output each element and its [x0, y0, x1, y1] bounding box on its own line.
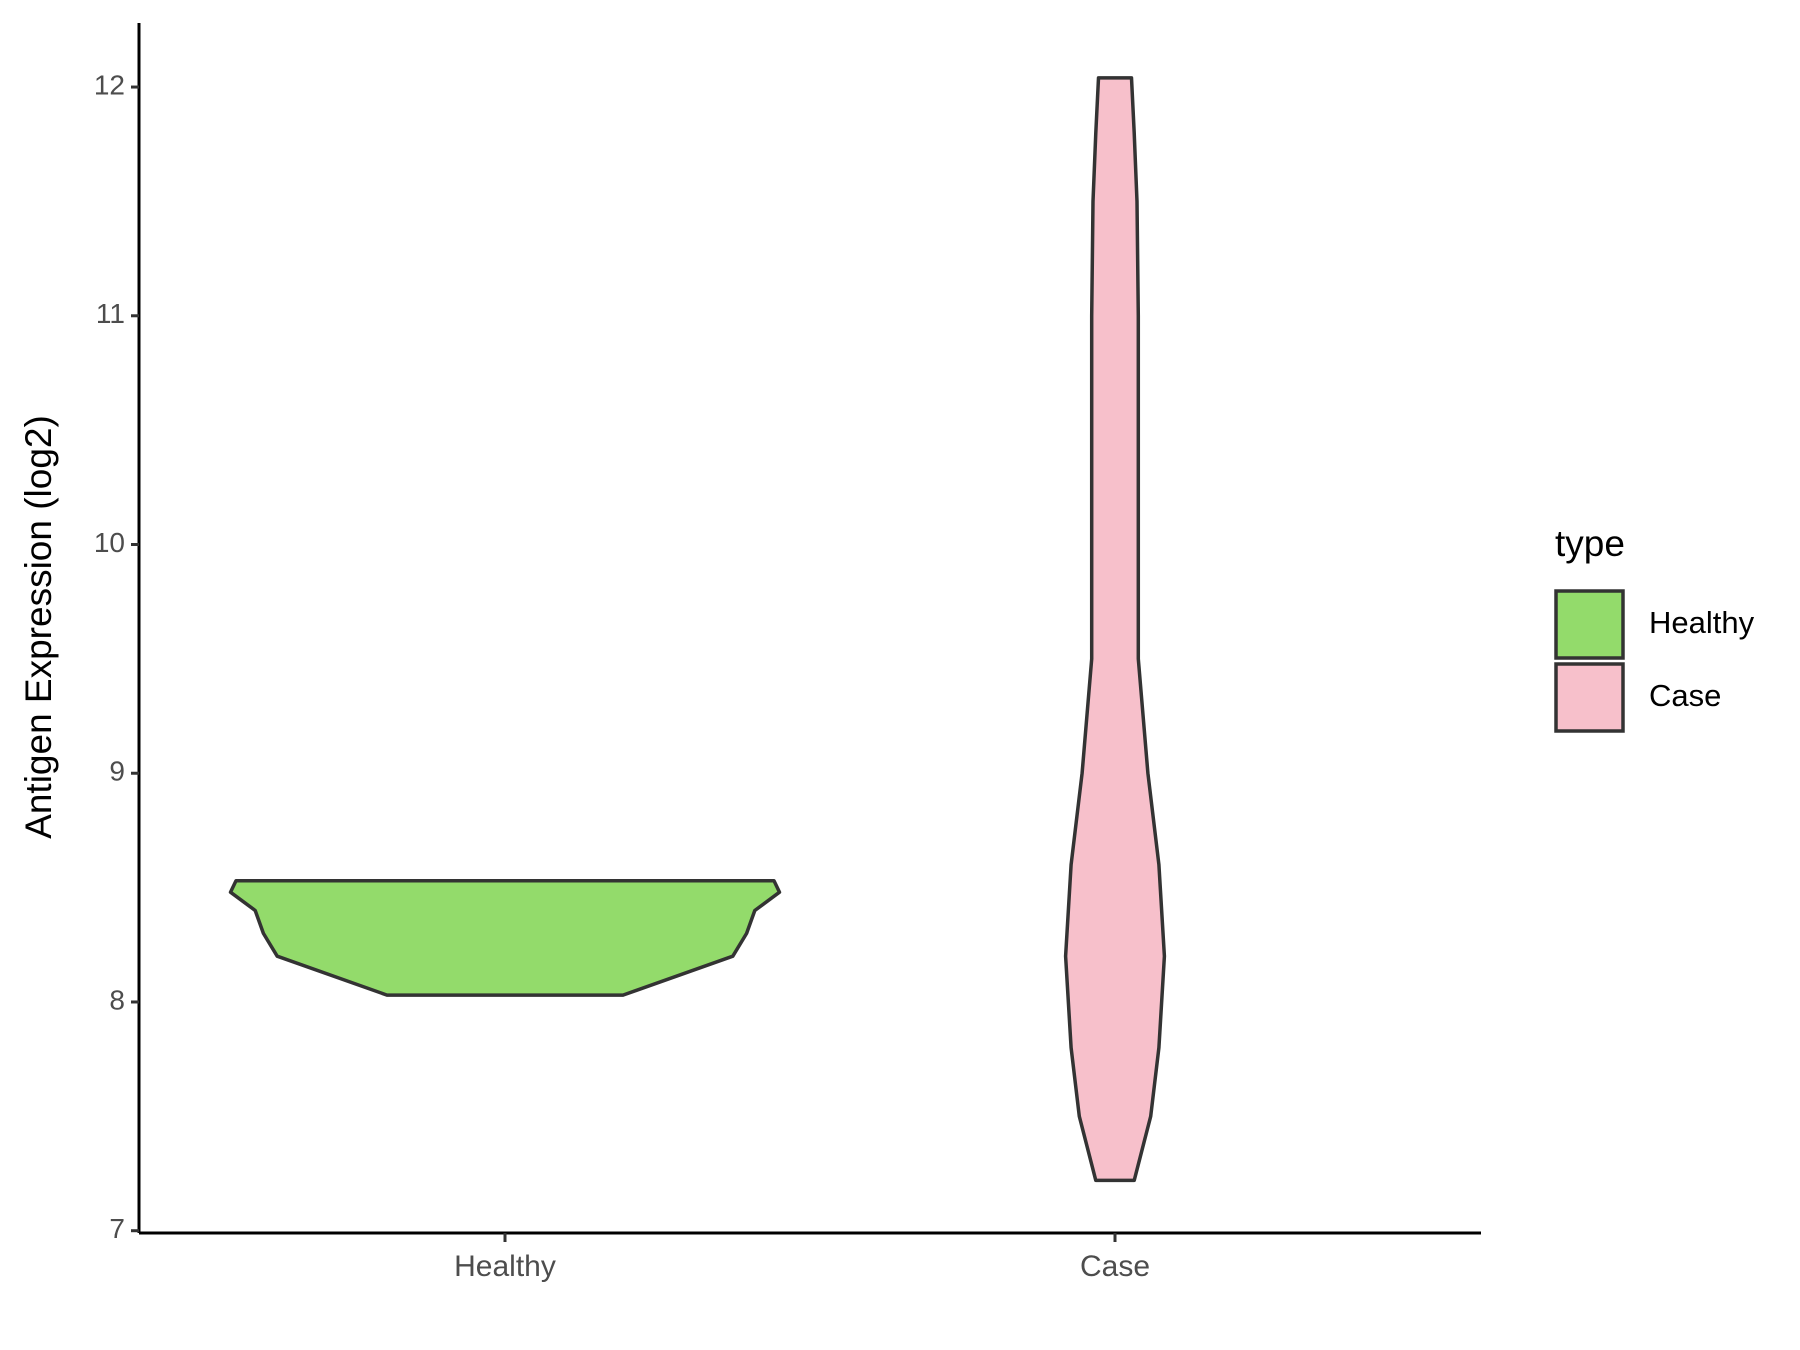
y-tick-label: 11: [96, 298, 125, 329]
legend-label: Healthy: [1649, 605, 1755, 640]
y-tick-label: 10: [94, 527, 125, 558]
y-tick-label: 8: [109, 984, 125, 1015]
legend-key: [1554, 589, 1625, 660]
y-tick-label: 12: [94, 69, 125, 100]
x-tick-label: Healthy: [454, 1250, 556, 1283]
y-axis-title: Antigen Expression (log2): [18, 415, 59, 839]
violin: [228, 879, 782, 997]
x-tick-label: Case: [1080, 1250, 1150, 1283]
legend-key: [1554, 662, 1625, 733]
y-tick-label: 9: [109, 756, 125, 787]
y-tick-label: 7: [109, 1213, 125, 1244]
legend-title: type: [1555, 523, 1625, 564]
legend-label: Case: [1649, 678, 1721, 713]
violin: [1063, 76, 1167, 1183]
